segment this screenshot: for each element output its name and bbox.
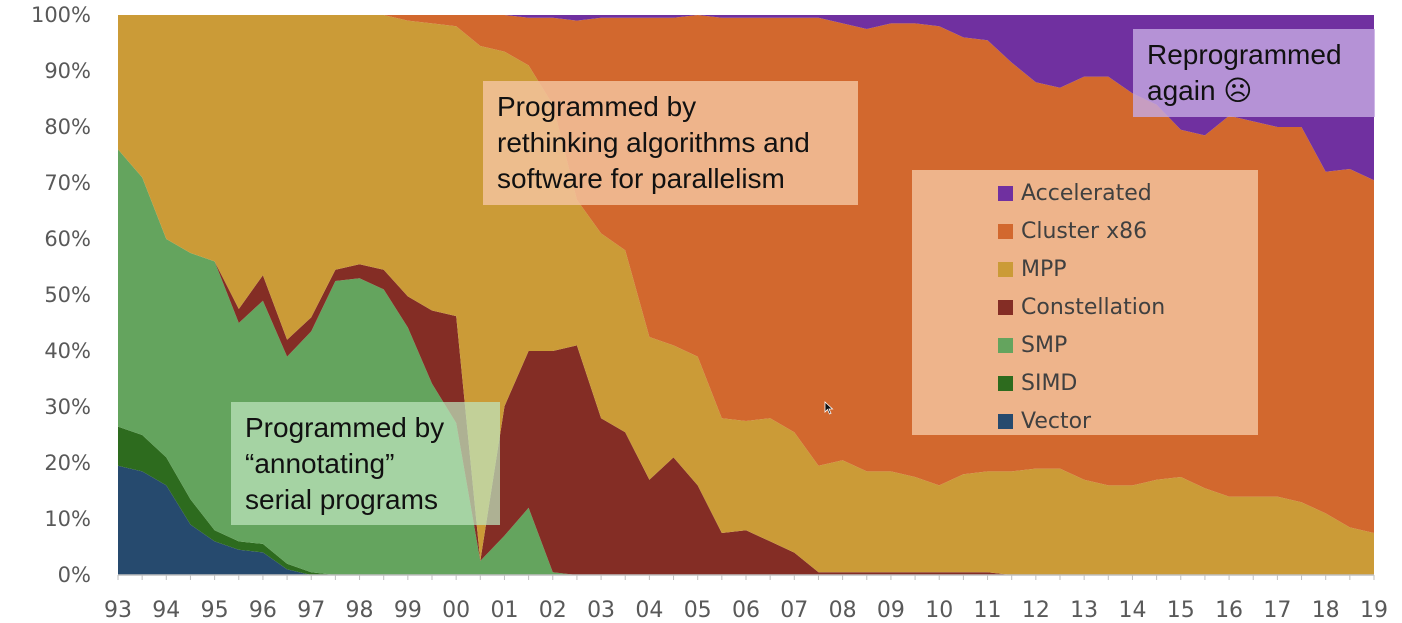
y-tick-label: 20% [44, 451, 91, 475]
y-tick-label: 100% [31, 3, 91, 27]
legend-swatch [998, 261, 1013, 277]
x-tick-label: 05 [684, 598, 712, 623]
x-tick-label: 07 [780, 598, 808, 623]
y-tick-label: 10% [44, 507, 91, 531]
area-accelerated [118, 15, 1374, 181]
legend-label: Vector [1021, 408, 1092, 434]
y-tick-label: 90% [44, 59, 91, 83]
x-tick-label: 03 [587, 598, 615, 623]
legend-swatch [998, 299, 1013, 315]
annotation-line: Programmed by [245, 412, 445, 443]
y-tick-labels: 0% 10% 20% 30% 40% 50% 60% 70% 80% 90% 100% [31, 3, 91, 587]
area-mpp [118, 15, 1374, 575]
annotation-line: again ☹ [1147, 75, 1253, 106]
x-tick-label: 01 [490, 598, 518, 623]
y-tick-label: 50% [44, 283, 91, 307]
legend-label: Cluster x86 [1021, 218, 1148, 244]
x-tick-label: 13 [1070, 598, 1098, 623]
x-tick-label: 18 [1312, 598, 1340, 623]
y-tick-label: 0% [58, 563, 91, 587]
y-tick-label: 30% [44, 395, 91, 419]
annotation-line: Programmed by [497, 91, 697, 122]
legend-label: Constellation [1021, 294, 1166, 320]
annotation-rethinking: Programmed by rethinking algorithms and … [483, 81, 858, 205]
legend-item-accelerated: Accelerated [998, 174, 1258, 212]
x-tick-label: 15 [1167, 598, 1195, 623]
chart-legend: Accelerated Cluster x86 MPP Constellation SM… [912, 170, 1258, 435]
chart-axes [117, 574, 1375, 580]
x-tick-label: 93 [104, 598, 132, 623]
mouse-cursor-icon [824, 401, 834, 415]
annotation-line: “annotating” [245, 448, 395, 479]
x-tick-label: 10 [925, 598, 953, 623]
legend-swatch [998, 185, 1013, 201]
x-tick-label: 96 [249, 598, 277, 623]
legend-item-vector: Vector [998, 402, 1258, 440]
x-tick-label: 11 [974, 598, 1002, 623]
legend-label: SMP [1021, 332, 1068, 358]
legend-item-smp: SMP [998, 326, 1258, 364]
y-tick-label: 80% [44, 115, 91, 139]
legend-swatch [998, 375, 1013, 391]
legend-item-simd: SIMD [998, 364, 1258, 402]
area-vector [118, 465, 1374, 575]
annotation-line: serial programs [245, 484, 438, 515]
x-tick-label: 14 [1118, 598, 1146, 623]
annotation-line: rethinking algorithms and [497, 127, 810, 158]
annotation-reprogrammed: Reprogrammed again ☹ [1133, 29, 1375, 117]
legend-swatch [998, 413, 1013, 429]
y-tick-label: 60% [44, 227, 91, 251]
x-tick-labels: 93 94 95 96 97 98 99 00 01 02 03 04 05 06 07 08 09 10 11 12… [104, 598, 1388, 623]
x-tick-label: 97 [297, 598, 325, 623]
legend-item-constellation: Constellation [998, 288, 1258, 326]
legend-swatch [998, 337, 1013, 353]
x-tick-label: 17 [1263, 598, 1291, 623]
x-tick-label: 95 [201, 598, 229, 623]
x-tick-label: 16 [1215, 598, 1243, 623]
legend-item-mpp: MPP [998, 250, 1258, 288]
x-tick-label: 09 [877, 598, 905, 623]
x-tick-label: 00 [442, 598, 470, 623]
x-tick-label: 19 [1360, 598, 1388, 623]
x-tick-label: 06 [732, 598, 760, 623]
x-tick-label: 04 [635, 598, 663, 623]
legend-item-cluster-x86: Cluster x86 [998, 212, 1258, 250]
annotation-line: software for parallelism [497, 163, 785, 194]
y-tick-label: 70% [44, 171, 91, 195]
legend-label: SIMD [1021, 370, 1078, 396]
x-tick-label: 08 [829, 598, 857, 623]
legend-label: MPP [1021, 256, 1067, 282]
x-tick-label: 94 [152, 598, 180, 623]
x-tick-label: 02 [539, 598, 567, 623]
y-tick-label: 40% [44, 339, 91, 363]
x-tick-label: 98 [346, 598, 374, 623]
annotation-annotating: Programmed by “annotating” serial progra… [231, 402, 500, 525]
annotation-line: Reprogrammed [1147, 39, 1342, 70]
legend-swatch [998, 223, 1013, 239]
x-tick-label: 12 [1022, 598, 1050, 623]
x-tick-label: 99 [394, 598, 422, 623]
legend-label: Accelerated [1021, 180, 1152, 206]
